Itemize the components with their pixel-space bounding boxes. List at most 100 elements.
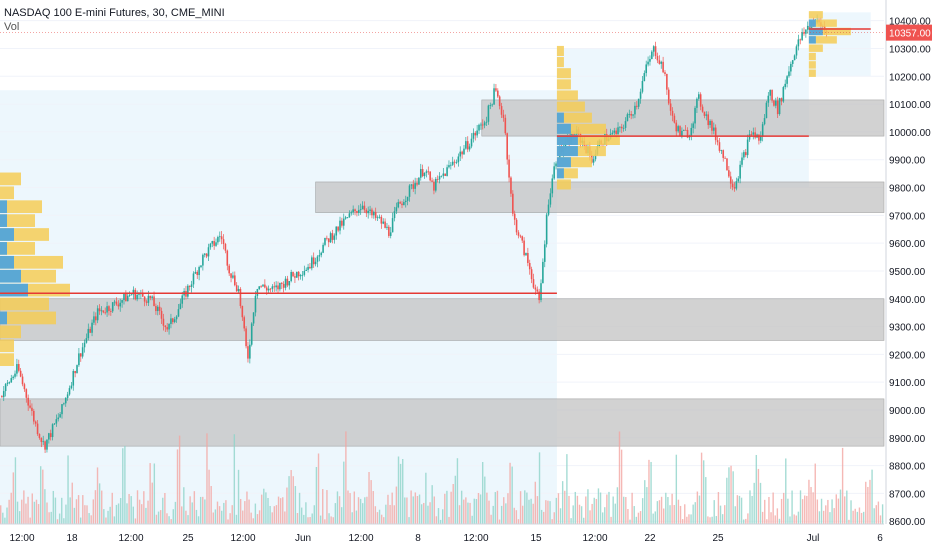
volume-bar bbox=[338, 496, 341, 524]
volume-bar bbox=[336, 491, 339, 524]
candle-body bbox=[735, 181, 738, 189]
volume-bar bbox=[343, 461, 345, 524]
candle-body bbox=[780, 98, 783, 102]
candle-body bbox=[213, 241, 215, 246]
volume-bar bbox=[296, 512, 299, 524]
candle-body bbox=[337, 226, 339, 231]
volume-bar bbox=[35, 499, 38, 524]
volume-bar bbox=[101, 490, 103, 524]
volume-bar bbox=[431, 485, 433, 524]
candle-body bbox=[303, 270, 306, 275]
volume-bar bbox=[349, 493, 351, 524]
volume-bar bbox=[164, 492, 166, 524]
volume-profile-bar bbox=[808, 52, 816, 61]
volume-bar bbox=[450, 491, 452, 524]
volume-bar bbox=[303, 514, 305, 524]
volume-bar bbox=[629, 519, 631, 524]
volume-profile-bar bbox=[556, 146, 606, 157]
candle-body bbox=[649, 58, 651, 62]
volume-bar bbox=[237, 469, 240, 524]
x-tick-label: 6 bbox=[877, 533, 883, 544]
volume-bar bbox=[540, 509, 543, 524]
candle-body bbox=[4, 384, 7, 392]
volume-bar bbox=[292, 476, 294, 524]
volume-bar bbox=[511, 466, 513, 524]
volume-bar bbox=[498, 519, 501, 524]
symbol-title: NASDAQ 100 E-mini Futures, 30, CME_MINI bbox=[4, 7, 225, 19]
volume-bar bbox=[73, 507, 76, 524]
candle-body bbox=[481, 124, 484, 126]
volume-bar bbox=[391, 492, 393, 524]
candle-body bbox=[630, 113, 632, 116]
candle-body bbox=[699, 94, 702, 107]
candle-body bbox=[487, 105, 490, 122]
candle-body bbox=[564, 141, 567, 149]
volume-bar bbox=[82, 495, 84, 524]
candle-body bbox=[795, 46, 798, 56]
candle-body bbox=[389, 232, 392, 236]
volume-bar bbox=[79, 517, 82, 524]
support-resistance-zone-0 bbox=[0, 398, 885, 447]
candle-body bbox=[419, 169, 422, 178]
volume-bar bbox=[707, 516, 709, 524]
candle-body bbox=[153, 296, 155, 307]
candle-body bbox=[228, 265, 230, 274]
volume-bar bbox=[284, 511, 286, 524]
candle-body bbox=[502, 114, 505, 118]
volume-bar bbox=[185, 510, 187, 524]
candle-body bbox=[714, 127, 717, 141]
candle-body bbox=[776, 100, 779, 115]
volume-bar bbox=[6, 507, 8, 524]
volume-bar bbox=[119, 498, 122, 524]
candle-body bbox=[427, 171, 430, 173]
volume-bar bbox=[724, 505, 726, 524]
volume-profile-bar bbox=[0, 255, 63, 269]
candle-body bbox=[433, 181, 435, 191]
x-tick-label: 12:00 bbox=[230, 533, 255, 544]
candle-body bbox=[357, 210, 360, 213]
candle-body bbox=[491, 104, 493, 106]
volume-bar bbox=[0, 505, 2, 524]
candle-body bbox=[305, 269, 307, 271]
volume-bar bbox=[380, 514, 383, 524]
candle-body bbox=[247, 346, 249, 359]
volume-bar bbox=[681, 519, 684, 524]
candle-body bbox=[226, 250, 229, 266]
candle-body bbox=[442, 173, 445, 176]
volume-bar bbox=[170, 519, 172, 524]
candle-body bbox=[21, 376, 24, 385]
volume-bar bbox=[235, 514, 238, 524]
volume-bar bbox=[481, 462, 484, 524]
volume-bar bbox=[8, 499, 10, 524]
candle-body bbox=[237, 288, 240, 292]
volume-profile-bar bbox=[556, 68, 571, 79]
volume-bar bbox=[254, 503, 257, 524]
volume-bar bbox=[143, 491, 145, 524]
y-tick-label: 8700.00 bbox=[889, 489, 926, 500]
volume-bar bbox=[322, 489, 324, 524]
volume-profile-bar bbox=[0, 297, 49, 311]
volume-profile-poc-bar bbox=[0, 242, 7, 255]
candle-body bbox=[260, 286, 262, 288]
volume-bar bbox=[265, 492, 267, 524]
candle-body bbox=[282, 283, 285, 288]
volume-bar bbox=[362, 503, 364, 524]
volume-bar bbox=[124, 445, 126, 524]
y-tick-label: 9400.00 bbox=[889, 295, 926, 306]
candle-body bbox=[200, 265, 202, 268]
candle-body bbox=[170, 318, 172, 324]
volume-bar bbox=[197, 516, 200, 524]
candle-body bbox=[620, 126, 623, 129]
volume-bar bbox=[397, 456, 400, 524]
volume-profile-poc-bar bbox=[556, 157, 571, 168]
y-tick-label: 9800.00 bbox=[889, 184, 926, 195]
volume-bar bbox=[195, 509, 198, 524]
candle-body bbox=[63, 403, 65, 405]
volume-bar bbox=[406, 497, 408, 524]
candle-body bbox=[297, 271, 300, 277]
volume-bar bbox=[294, 486, 297, 524]
volume-bar bbox=[785, 458, 787, 524]
volume-bar bbox=[454, 475, 457, 524]
